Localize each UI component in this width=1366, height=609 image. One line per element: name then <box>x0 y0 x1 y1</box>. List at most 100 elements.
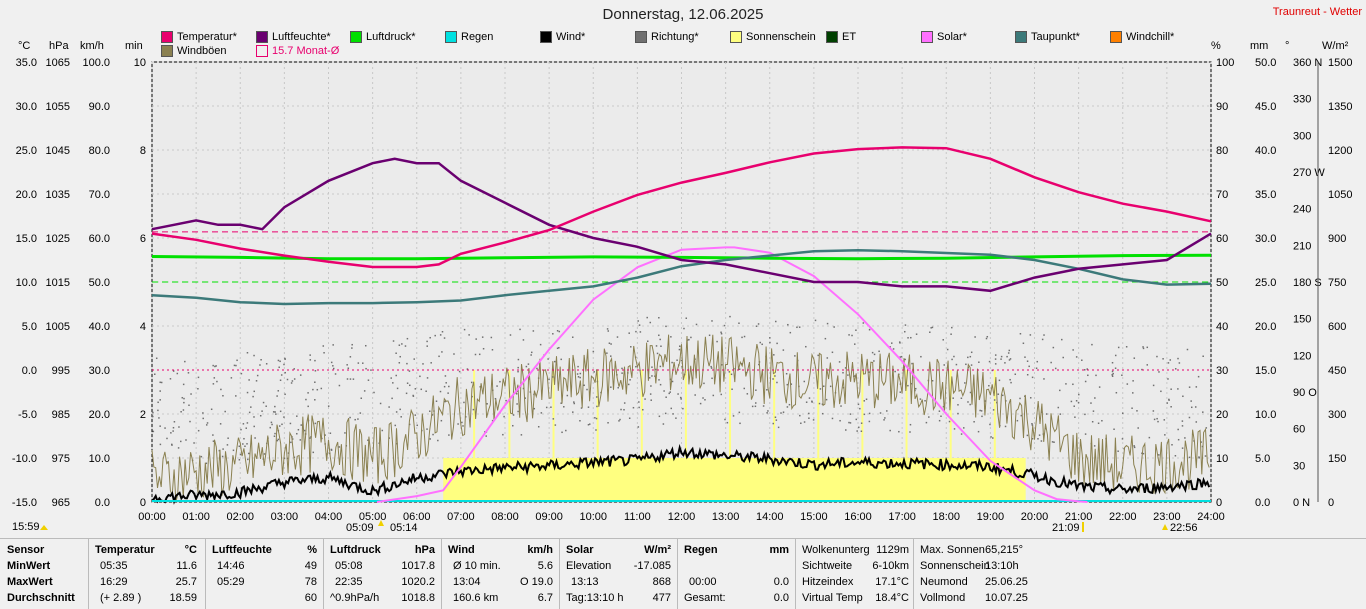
direction-point <box>623 402 626 404</box>
direction-point <box>444 400 446 403</box>
direction-point <box>482 347 485 350</box>
direction-point <box>430 362 432 364</box>
direction-point <box>898 430 900 433</box>
direction-point <box>1177 438 1180 441</box>
direction-point <box>632 406 635 409</box>
stats-solar-column: Solar W/m² Elevation -17.085 13:13 868 T… <box>559 539 678 609</box>
direction-point <box>755 389 757 391</box>
direction-point <box>1097 422 1100 425</box>
direction-point <box>609 355 612 357</box>
direction-point <box>458 370 461 373</box>
stats-wind-header: Wind <box>448 544 475 556</box>
direction-point <box>270 421 273 424</box>
direction-point <box>1114 354 1117 357</box>
direction-point <box>443 385 446 388</box>
direction-point <box>210 408 213 411</box>
stats-trend: (+ 2.89 ) <box>100 592 142 604</box>
direction-point <box>253 390 255 393</box>
direction-point <box>349 416 351 419</box>
direction-point <box>997 393 1000 395</box>
y-tick-label: 80 <box>1216 145 1228 157</box>
direction-point <box>463 401 465 404</box>
direction-point <box>1050 361 1052 364</box>
stats-direction: O <box>520 576 529 588</box>
direction-point <box>1164 434 1166 436</box>
direction-point <box>1075 400 1078 402</box>
direction-point <box>1195 386 1198 388</box>
direction-point <box>1152 410 1155 412</box>
direction-point <box>683 327 685 330</box>
y-tick-label: 20 <box>1216 409 1228 421</box>
direction-point <box>281 423 283 426</box>
direction-point <box>394 424 397 427</box>
direction-point <box>694 394 696 396</box>
stats-time: 16:29 <box>100 576 128 588</box>
direction-point <box>630 346 632 348</box>
direction-point <box>159 390 161 392</box>
y-tick-label: 300 <box>1328 409 1346 421</box>
direction-point <box>621 372 623 374</box>
direction-point <box>847 374 849 376</box>
direction-point <box>159 399 161 401</box>
direction-point <box>970 364 973 366</box>
direction-point <box>1083 369 1086 371</box>
direction-point <box>474 353 477 356</box>
direction-point <box>349 378 352 380</box>
direction-point <box>858 426 860 429</box>
direction-point <box>205 462 208 465</box>
direction-point <box>952 397 954 399</box>
direction-point <box>405 392 408 395</box>
direction-point <box>448 434 450 436</box>
x-tick-label: 19:00 <box>977 511 1005 523</box>
direction-point <box>556 347 559 350</box>
direction-point <box>1186 348 1189 351</box>
direction-point <box>842 371 844 374</box>
stats-value: 78 <box>304 576 317 588</box>
y-tick-label: 20.0 <box>1255 321 1276 333</box>
stats-value: 6-10km <box>872 560 909 572</box>
direction-point <box>993 399 996 401</box>
solar-line <box>376 246 1088 503</box>
direction-point <box>577 376 580 378</box>
direction-point <box>357 362 360 364</box>
direction-point <box>556 330 559 332</box>
direction-point <box>639 331 642 333</box>
direction-point <box>608 342 611 344</box>
stats-value: 65,215° <box>985 544 1024 556</box>
direction-point <box>283 363 285 366</box>
direction-point <box>560 358 562 361</box>
direction-point <box>606 328 609 330</box>
direction-point <box>607 330 610 332</box>
direction-point <box>638 401 640 403</box>
direction-point <box>351 343 353 346</box>
direction-point <box>247 458 249 461</box>
direction-point <box>275 413 277 415</box>
direction-point <box>868 420 871 423</box>
direction-point <box>635 365 637 368</box>
station-name[interactable]: Traunreut - Wetter <box>1272 6 1362 18</box>
direction-point <box>628 332 630 334</box>
stats-time: 05:08 <box>335 560 363 572</box>
temperature-line <box>151 146 1212 269</box>
y-tick-label: 10.0 <box>89 453 110 465</box>
direction-point <box>854 343 856 345</box>
direction-point <box>1146 346 1149 349</box>
direction-point <box>413 358 415 360</box>
direction-point <box>373 391 375 394</box>
direction-point <box>276 395 278 397</box>
direction-point <box>444 375 447 377</box>
direction-point <box>754 405 757 408</box>
direction-point <box>347 367 350 369</box>
direction-point <box>1168 399 1170 401</box>
direction-point <box>629 379 631 381</box>
direction-point <box>904 358 906 361</box>
direction-point <box>909 431 911 433</box>
direction-point <box>284 371 286 374</box>
direction-point <box>323 352 325 354</box>
direction-point <box>212 364 214 367</box>
y-tick-label: 210 <box>1293 240 1311 252</box>
y-tick-label: 985 <box>52 409 70 421</box>
direction-point <box>396 387 399 390</box>
direction-point <box>1052 346 1055 349</box>
direction-point <box>964 382 966 384</box>
